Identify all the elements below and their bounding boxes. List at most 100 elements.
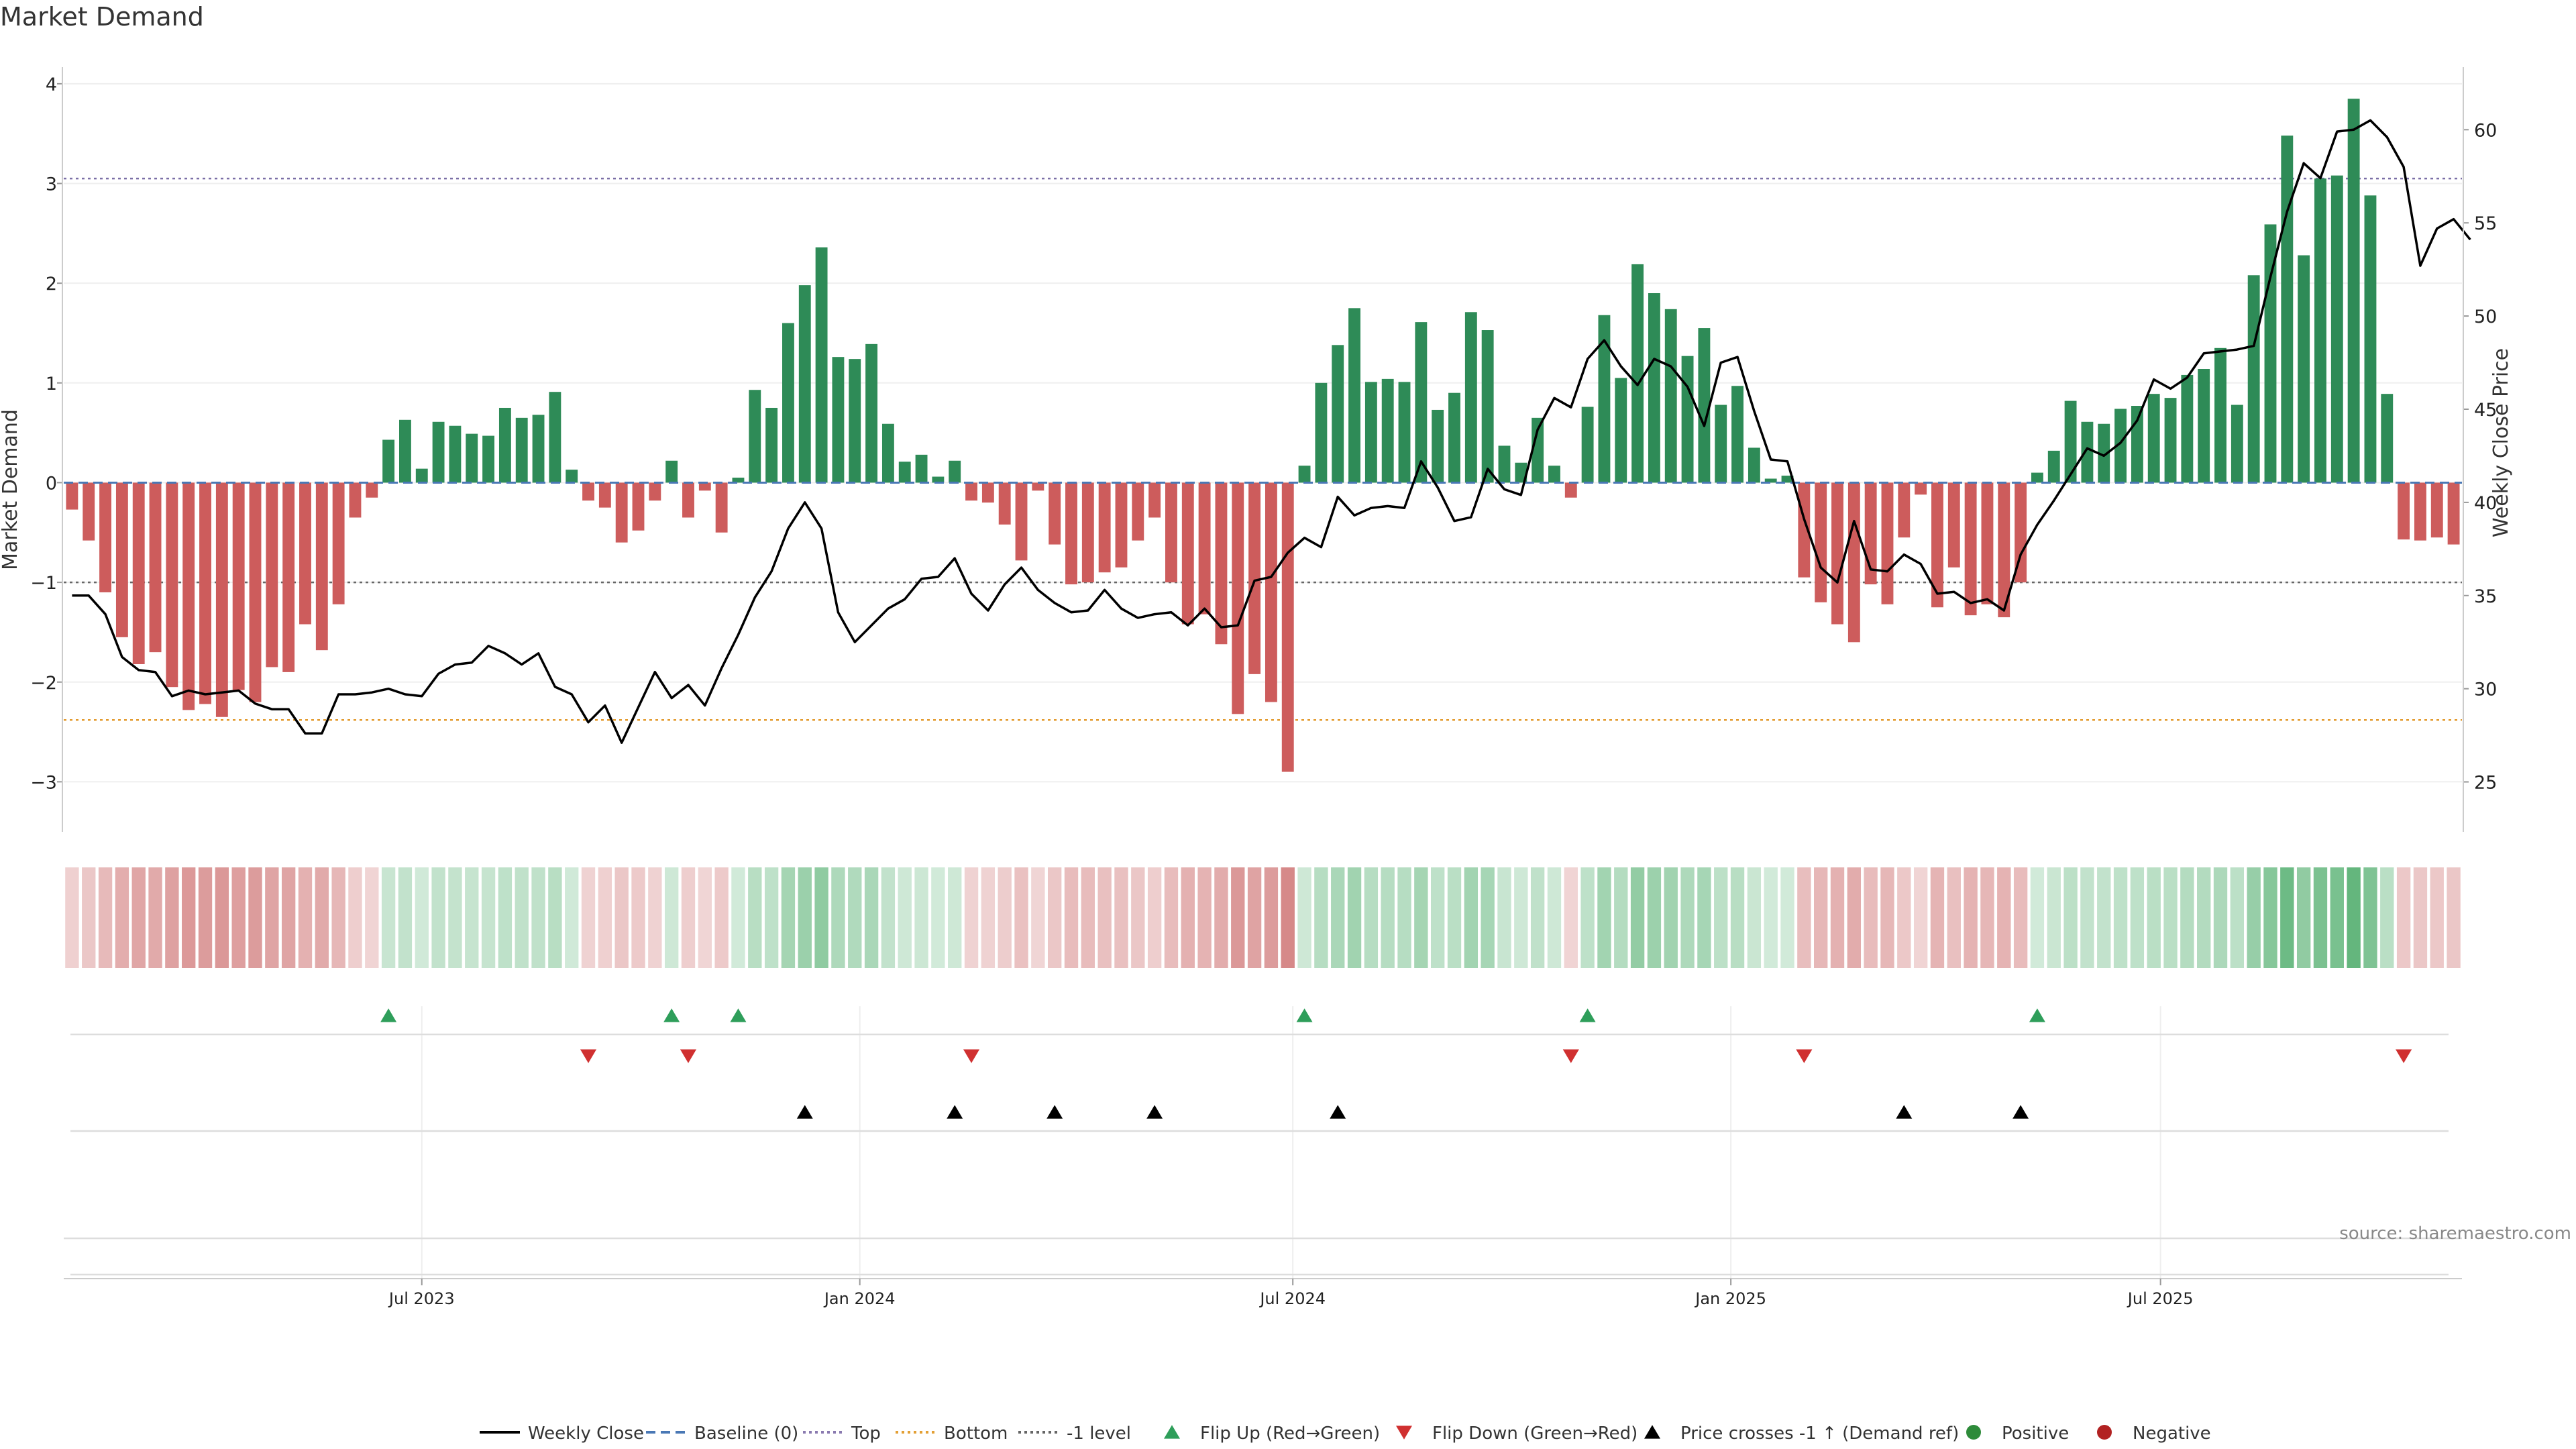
- demand-bar: [1581, 407, 1594, 483]
- demand-bar: [782, 323, 794, 483]
- strip-cell: [1097, 867, 1112, 968]
- flip-down-marker: [580, 1049, 597, 1063]
- demand-bar: [149, 482, 162, 653]
- y2-tick-label: 60: [2474, 120, 2497, 141]
- flip-down-marker: [963, 1049, 980, 1063]
- strip-cell: [148, 867, 162, 968]
- demand-bar: [2015, 482, 2027, 583]
- strip-cell: [814, 867, 828, 968]
- demand-bar: [1715, 405, 1727, 483]
- demand-bars: [66, 99, 2460, 772]
- demand-bar: [2314, 178, 2326, 483]
- demand-heat-strip: [65, 867, 2461, 968]
- strip-cell: [998, 867, 1012, 968]
- demand-bar: [1215, 482, 1228, 645]
- legend-swatch: [1966, 1425, 1981, 1440]
- price-cross-marker: [1330, 1105, 1346, 1119]
- strip-cell: [1664, 867, 1678, 968]
- strip-cell: [2030, 867, 2045, 968]
- strip-cell: [2447, 867, 2461, 968]
- demand-bar: [2430, 482, 2443, 538]
- y-axis-label: Market Demand: [0, 409, 22, 570]
- demand-bar: [698, 482, 711, 491]
- strip-cell: [2413, 867, 2428, 968]
- demand-bar: [1049, 482, 1061, 545]
- price-cross-marker: [2012, 1105, 2029, 1119]
- demand-bar: [432, 421, 445, 483]
- y2-tick-label: 35: [2474, 586, 2497, 607]
- weekly-close-line: [72, 119, 2471, 744]
- strip-cell: [1580, 867, 1595, 968]
- legend-label: -1 level: [1067, 1424, 1131, 1444]
- strip-cell: [664, 867, 679, 968]
- demand-bar: [1615, 378, 1627, 483]
- strip-cell: [548, 867, 562, 968]
- demand-bar: [1598, 315, 1611, 483]
- strip-cell: [165, 867, 179, 968]
- strip-cell: [981, 867, 996, 968]
- strip-cell: [898, 867, 912, 968]
- strip-cell: [1930, 867, 1945, 968]
- strip-cell: [1897, 867, 1911, 968]
- strip-cell: [731, 867, 745, 968]
- demand-bar: [2047, 450, 2060, 483]
- strip-cell: [248, 867, 262, 968]
- strip-cell: [1764, 867, 1778, 968]
- demand-bar: [715, 482, 728, 533]
- strip-cell: [764, 867, 779, 968]
- strip-cell: [1247, 867, 1262, 968]
- strip-cell: [348, 867, 362, 968]
- strip-cell: [581, 867, 596, 968]
- demand-bar: [382, 439, 395, 483]
- legend-label: Bottom: [944, 1424, 1008, 1444]
- flip-down-marker: [1562, 1049, 1579, 1063]
- demand-bar: [1081, 482, 1094, 583]
- demand-bar: [1731, 386, 1743, 483]
- demand-bar: [1532, 417, 1544, 483]
- strip-cell: [1364, 867, 1379, 968]
- strip-cell: [2280, 867, 2294, 968]
- demand-bar: [1564, 482, 1577, 498]
- demand-bar: [299, 482, 311, 625]
- demand-bar: [1998, 482, 2010, 618]
- demand-bar: [2398, 482, 2410, 540]
- demand-bar: [1315, 382, 1328, 483]
- demand-bar: [2081, 421, 2094, 483]
- price-cross-marker: [796, 1105, 813, 1119]
- demand-bar: [965, 482, 977, 501]
- strip-cell: [1430, 867, 1445, 968]
- strip-cell: [298, 867, 313, 968]
- strip-cell: [798, 867, 812, 968]
- demand-bar: [466, 433, 478, 483]
- demand-bar: [2298, 255, 2310, 483]
- demand-bar: [765, 407, 778, 483]
- strip-cell: [1747, 867, 1762, 968]
- demand-bar: [1631, 264, 1644, 483]
- demand-bar: [215, 482, 228, 717]
- strip-cell: [1181, 867, 1195, 968]
- demand-bar: [932, 476, 945, 483]
- demand-bar: [832, 357, 845, 483]
- strip-cell: [2213, 867, 2228, 968]
- demand-bar: [1847, 482, 1860, 643]
- demand-bar: [2031, 472, 2043, 483]
- demand-bar: [249, 482, 262, 702]
- strip-cell: [1964, 867, 1978, 968]
- strip-cell: [1697, 867, 1711, 968]
- strip-cell: [448, 867, 462, 968]
- demand-bar: [2281, 136, 2294, 483]
- legend-label: Top: [851, 1424, 881, 1444]
- strip-cell: [1464, 867, 1479, 968]
- flip-up-marker: [1579, 1008, 1596, 1022]
- demand-bar: [1498, 445, 1511, 483]
- strip-cell: [1630, 867, 1645, 968]
- demand-bar: [399, 419, 411, 483]
- demand-bar: [2347, 99, 2360, 483]
- strip-cell: [215, 867, 229, 968]
- legend-item: Price crosses -1 ↑ (Demand ref): [1644, 1424, 1959, 1444]
- flip-up-marker: [1296, 1008, 1313, 1022]
- strip-cell: [748, 867, 762, 968]
- demand-bar: [2364, 195, 2377, 483]
- strip-cell: [648, 867, 662, 968]
- x-tick-label: Jul 2024: [1258, 1289, 1326, 1308]
